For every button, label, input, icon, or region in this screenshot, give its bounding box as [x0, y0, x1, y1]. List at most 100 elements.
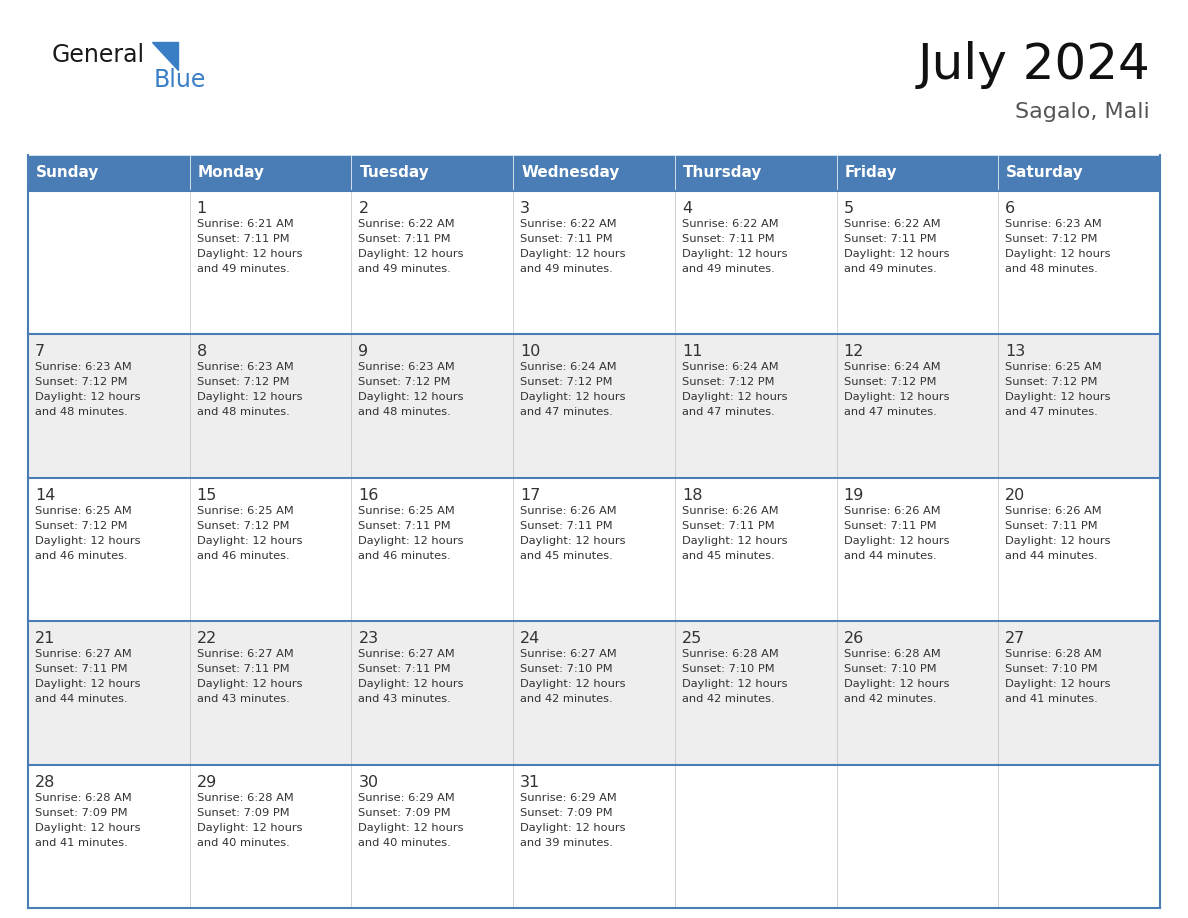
Text: Sunset: 7:11 PM: Sunset: 7:11 PM	[359, 521, 451, 531]
Text: and 39 minutes.: and 39 minutes.	[520, 837, 613, 847]
Text: and 46 minutes.: and 46 minutes.	[359, 551, 451, 561]
Text: and 49 minutes.: and 49 minutes.	[682, 264, 775, 274]
Text: Sunrise: 6:22 AM: Sunrise: 6:22 AM	[682, 219, 778, 229]
Bar	[29, 621, 1159, 765]
Bar	[675, 155, 836, 191]
Text: and 46 minutes.: and 46 minutes.	[34, 551, 127, 561]
Text: Sunrise: 6:29 AM: Sunrise: 6:29 AM	[520, 792, 617, 802]
Text: Sunrise: 6:25 AM: Sunrise: 6:25 AM	[359, 506, 455, 516]
Text: Sunrise: 6:27 AM: Sunrise: 6:27 AM	[34, 649, 132, 659]
Text: and 40 minutes.: and 40 minutes.	[359, 837, 451, 847]
Text: Sunset: 7:11 PM: Sunset: 7:11 PM	[682, 234, 775, 244]
Text: 14: 14	[34, 487, 56, 503]
Text: Sunset: 7:12 PM: Sunset: 7:12 PM	[520, 377, 613, 387]
Text: 22: 22	[197, 632, 217, 646]
Text: Daylight: 12 hours: Daylight: 12 hours	[843, 536, 949, 546]
Text: Sunrise: 6:25 AM: Sunrise: 6:25 AM	[34, 506, 132, 516]
Text: Friday: Friday	[845, 165, 897, 181]
Text: Sagalo, Mali: Sagalo, Mali	[1016, 102, 1150, 122]
Text: Sunrise: 6:23 AM: Sunrise: 6:23 AM	[1005, 219, 1102, 229]
Text: Sunrise: 6:26 AM: Sunrise: 6:26 AM	[682, 506, 778, 516]
Bar	[836, 155, 998, 191]
Text: Daylight: 12 hours: Daylight: 12 hours	[682, 392, 788, 402]
Text: Daylight: 12 hours: Daylight: 12 hours	[359, 392, 465, 402]
Text: 7: 7	[34, 344, 45, 360]
Text: Sunset: 7:12 PM: Sunset: 7:12 PM	[359, 377, 451, 387]
Text: 20: 20	[1005, 487, 1025, 503]
Text: Sunset: 7:11 PM: Sunset: 7:11 PM	[359, 665, 451, 674]
Text: 13: 13	[1005, 344, 1025, 360]
Text: 25: 25	[682, 632, 702, 646]
Text: Sunset: 7:10 PM: Sunset: 7:10 PM	[1005, 665, 1098, 674]
Text: and 41 minutes.: and 41 minutes.	[34, 837, 128, 847]
Text: and 42 minutes.: and 42 minutes.	[843, 694, 936, 704]
Bar	[352, 155, 513, 191]
Text: Daylight: 12 hours: Daylight: 12 hours	[197, 536, 302, 546]
Text: 18: 18	[682, 487, 702, 503]
Text: 19: 19	[843, 487, 864, 503]
Text: Sunrise: 6:23 AM: Sunrise: 6:23 AM	[359, 363, 455, 373]
Text: Monday: Monday	[197, 165, 265, 181]
Text: and 49 minutes.: and 49 minutes.	[197, 264, 290, 274]
Text: 9: 9	[359, 344, 368, 360]
Polygon shape	[152, 42, 178, 70]
Text: Wednesday: Wednesday	[522, 165, 619, 181]
Text: Thursday: Thursday	[683, 165, 763, 181]
Text: and 47 minutes.: and 47 minutes.	[682, 408, 775, 418]
Text: Daylight: 12 hours: Daylight: 12 hours	[359, 249, 465, 259]
Text: Sunset: 7:12 PM: Sunset: 7:12 PM	[34, 521, 127, 531]
Text: 21: 21	[34, 632, 56, 646]
Text: and 47 minutes.: and 47 minutes.	[843, 408, 936, 418]
Text: Sunrise: 6:29 AM: Sunrise: 6:29 AM	[359, 792, 455, 802]
Text: Sunrise: 6:25 AM: Sunrise: 6:25 AM	[1005, 363, 1102, 373]
Text: 29: 29	[197, 775, 217, 789]
Text: Daylight: 12 hours: Daylight: 12 hours	[1005, 679, 1111, 689]
Text: Sunset: 7:11 PM: Sunset: 7:11 PM	[197, 234, 290, 244]
Text: Sunset: 7:11 PM: Sunset: 7:11 PM	[843, 234, 936, 244]
Text: Daylight: 12 hours: Daylight: 12 hours	[1005, 249, 1111, 259]
Text: and 44 minutes.: and 44 minutes.	[34, 694, 127, 704]
Text: Sunset: 7:11 PM: Sunset: 7:11 PM	[1005, 521, 1098, 531]
Bar	[190, 155, 352, 191]
Text: Sunrise: 6:24 AM: Sunrise: 6:24 AM	[682, 363, 778, 373]
Text: Daylight: 12 hours: Daylight: 12 hours	[520, 823, 626, 833]
Text: Sunrise: 6:24 AM: Sunrise: 6:24 AM	[843, 363, 940, 373]
Text: Sunset: 7:12 PM: Sunset: 7:12 PM	[197, 377, 289, 387]
Bar	[29, 191, 1159, 334]
Text: and 45 minutes.: and 45 minutes.	[682, 551, 775, 561]
Text: Sunrise: 6:22 AM: Sunrise: 6:22 AM	[843, 219, 940, 229]
Text: 6: 6	[1005, 201, 1016, 216]
Text: Daylight: 12 hours: Daylight: 12 hours	[682, 249, 788, 259]
Text: 5: 5	[843, 201, 854, 216]
Text: Sunset: 7:12 PM: Sunset: 7:12 PM	[682, 377, 775, 387]
Text: Sunset: 7:12 PM: Sunset: 7:12 PM	[197, 521, 289, 531]
Text: Daylight: 12 hours: Daylight: 12 hours	[197, 823, 302, 833]
Text: and 45 minutes.: and 45 minutes.	[520, 551, 613, 561]
Text: Sunrise: 6:28 AM: Sunrise: 6:28 AM	[1005, 649, 1102, 659]
Text: 2: 2	[359, 201, 368, 216]
Text: Daylight: 12 hours: Daylight: 12 hours	[359, 536, 465, 546]
Text: 31: 31	[520, 775, 541, 789]
Text: Daylight: 12 hours: Daylight: 12 hours	[34, 679, 140, 689]
Text: Daylight: 12 hours: Daylight: 12 hours	[1005, 392, 1111, 402]
Text: Sunset: 7:09 PM: Sunset: 7:09 PM	[197, 808, 290, 818]
Text: and 46 minutes.: and 46 minutes.	[197, 551, 290, 561]
Bar	[29, 334, 1159, 477]
Text: and 40 minutes.: and 40 minutes.	[197, 837, 290, 847]
Text: Sunrise: 6:25 AM: Sunrise: 6:25 AM	[197, 506, 293, 516]
Text: Sunset: 7:12 PM: Sunset: 7:12 PM	[34, 377, 127, 387]
Text: Daylight: 12 hours: Daylight: 12 hours	[34, 536, 140, 546]
Text: Blue: Blue	[154, 68, 207, 92]
Text: Sunrise: 6:26 AM: Sunrise: 6:26 AM	[843, 506, 940, 516]
Text: Sunset: 7:11 PM: Sunset: 7:11 PM	[359, 234, 451, 244]
Text: Saturday: Saturday	[1006, 165, 1083, 181]
Text: Daylight: 12 hours: Daylight: 12 hours	[520, 679, 626, 689]
Text: Sunrise: 6:23 AM: Sunrise: 6:23 AM	[197, 363, 293, 373]
Text: Daylight: 12 hours: Daylight: 12 hours	[197, 249, 302, 259]
Text: Sunrise: 6:28 AM: Sunrise: 6:28 AM	[843, 649, 941, 659]
Text: Daylight: 12 hours: Daylight: 12 hours	[843, 679, 949, 689]
Text: Daylight: 12 hours: Daylight: 12 hours	[34, 823, 140, 833]
Text: and 42 minutes.: and 42 minutes.	[682, 694, 775, 704]
Text: Sunset: 7:11 PM: Sunset: 7:11 PM	[197, 665, 290, 674]
Text: General: General	[52, 43, 145, 67]
